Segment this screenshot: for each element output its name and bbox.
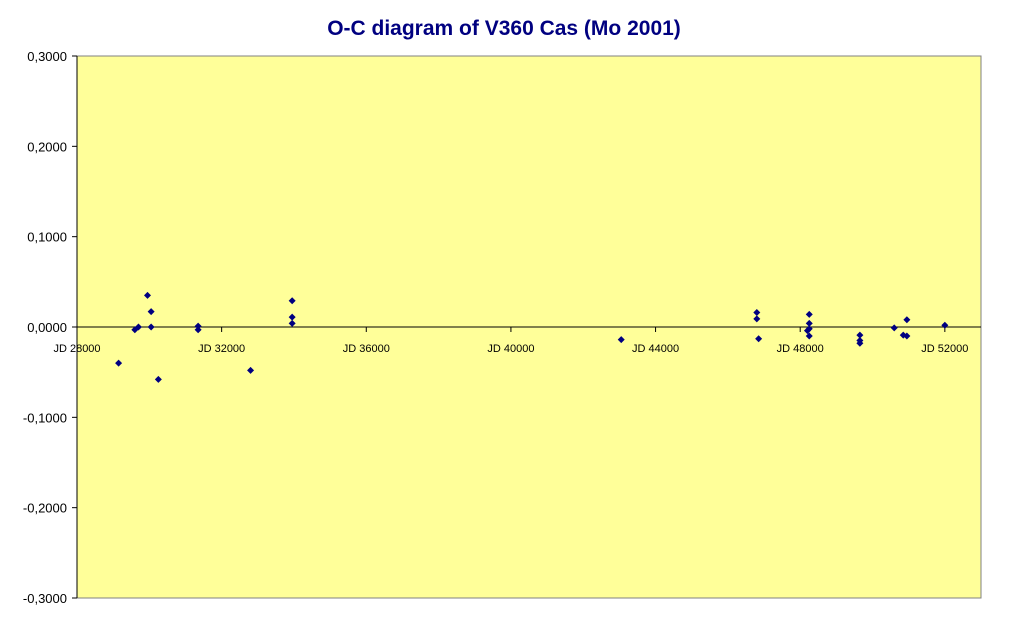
data-point xyxy=(805,310,813,318)
y-tick-label: -0,3000 xyxy=(23,591,67,606)
data-point xyxy=(755,335,763,343)
y-tick-label: 0,2000 xyxy=(27,139,67,154)
data-point xyxy=(941,321,949,329)
data-point xyxy=(288,319,296,327)
x-tick-label: JD 48000 xyxy=(777,343,824,355)
data-point xyxy=(288,297,296,305)
data-point xyxy=(805,319,813,327)
y-tick-label: 0,3000 xyxy=(27,49,67,64)
x-tick-label: JD 36000 xyxy=(343,343,390,355)
x-tick-label: JD 32000 xyxy=(198,343,245,355)
data-point xyxy=(903,316,911,324)
data-point xyxy=(903,332,911,340)
data-point xyxy=(803,327,811,335)
data-point xyxy=(247,366,255,374)
data-point xyxy=(856,331,864,339)
data-point xyxy=(856,339,864,347)
data-point xyxy=(890,324,898,332)
y-tick-label: -0,1000 xyxy=(23,410,67,425)
data-point xyxy=(115,359,123,367)
y-tick-label: 0,0000 xyxy=(27,320,67,335)
data-point xyxy=(805,332,813,340)
data-point xyxy=(753,315,761,323)
data-point xyxy=(194,322,202,330)
data-point xyxy=(147,323,155,331)
data-point xyxy=(154,375,162,383)
x-axis-ticks: JD 28000 JD 32000 JD 36000 JD 40000 JD 44000… xyxy=(53,327,968,355)
data-point xyxy=(134,323,142,331)
x-tick-label: JD 44000 xyxy=(632,343,679,355)
data-points xyxy=(115,291,949,383)
chart-title: O-C diagram of V360 Cas (Mo 2001) xyxy=(327,17,681,40)
x-tick-label: JD 28000 xyxy=(53,343,100,355)
y-axis-ticks: 0,3000 0,2000 0,1000 0,0000 -0,1000 -0,2000 -0… xyxy=(23,49,77,606)
data-point xyxy=(194,326,202,334)
data-point xyxy=(147,308,155,316)
y-tick-label: 0,1000 xyxy=(27,230,67,245)
y-tick-label: -0,2000 xyxy=(23,501,67,516)
data-point xyxy=(617,336,625,344)
data-point xyxy=(144,291,152,299)
data-point xyxy=(288,313,296,321)
x-tick-label: JD 52000 xyxy=(921,343,968,355)
data-point xyxy=(753,309,761,317)
x-tick-label: JD 40000 xyxy=(487,343,534,355)
